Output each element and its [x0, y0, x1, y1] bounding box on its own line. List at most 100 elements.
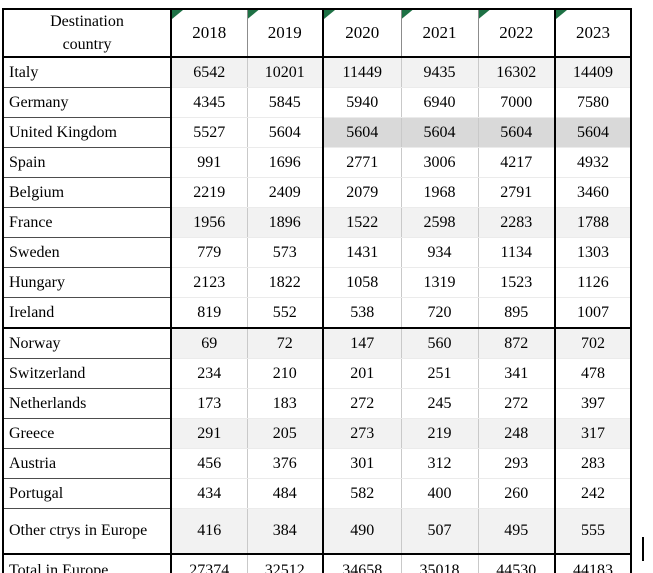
value-cell[interactable]: 484 — [247, 478, 324, 510]
value-cell[interactable]: 5940 — [323, 87, 402, 119]
value-cell[interactable]: 245 — [401, 388, 479, 420]
value-cell[interactable]: 273 — [323, 418, 402, 450]
value-cell[interactable]: 9435 — [401, 57, 479, 89]
value-cell[interactable]: 260 — [478, 478, 556, 510]
value-cell[interactable]: 5527 — [171, 117, 248, 149]
value-cell[interactable]: 201 — [323, 358, 402, 390]
year-header-cell-2022[interactable]: 2022 — [478, 9, 556, 59]
value-cell[interactable]: 720 — [401, 297, 479, 329]
value-cell[interactable]: 10201 — [247, 57, 324, 89]
value-cell[interactable]: 2283 — [478, 207, 556, 239]
value-cell[interactable]: 400 — [401, 478, 479, 510]
value-cell[interactable]: 248 — [478, 418, 556, 450]
value-cell[interactable]: 1126 — [555, 267, 632, 299]
value-cell[interactable]: 991 — [171, 147, 248, 179]
value-cell[interactable]: 317 — [555, 418, 632, 450]
value-cell[interactable]: 1696 — [247, 147, 324, 179]
value-cell[interactable]: 573 — [247, 237, 324, 269]
country-name-cell[interactable]: Sweden — [3, 237, 172, 269]
value-cell[interactable]: 1523 — [478, 267, 556, 299]
value-cell[interactable]: 434 — [171, 478, 248, 510]
value-cell[interactable]: 552 — [247, 297, 324, 329]
value-cell[interactable]: 2598 — [401, 207, 479, 239]
value-cell[interactable]: 2079 — [323, 177, 402, 209]
total-value-cell[interactable]: 27374 — [171, 553, 248, 573]
value-cell[interactable]: 1134 — [478, 237, 556, 269]
value-cell[interactable]: 2123 — [171, 267, 248, 299]
value-cell[interactable]: 7000 — [478, 87, 556, 119]
value-cell[interactable]: 376 — [247, 448, 324, 480]
country-name-cell[interactable]: France — [3, 207, 172, 239]
value-cell[interactable]: 3006 — [401, 147, 479, 179]
year-header-cell-2020[interactable]: 2020 — [323, 9, 402, 59]
value-cell[interactable]: 934 — [401, 237, 479, 269]
total-value-cell[interactable]: 34658 — [323, 553, 402, 573]
country-name-cell[interactable]: Hungary — [3, 267, 172, 299]
year-header-cell-2019[interactable]: 2019 — [247, 9, 324, 59]
value-cell[interactable]: 4932 — [555, 147, 632, 179]
value-cell[interactable]: 69 — [171, 327, 248, 360]
value-cell[interactable]: 242 — [555, 478, 632, 510]
value-cell[interactable]: 2771 — [323, 147, 402, 179]
year-header-cell-2023[interactable]: 2023 — [555, 9, 632, 59]
value-cell[interactable]: 312 — [401, 448, 479, 480]
value-cell[interactable]: 779 — [171, 237, 248, 269]
total-value-cell[interactable]: 44183 — [555, 553, 632, 573]
value-cell[interactable]: 272 — [478, 388, 556, 420]
country-name-cell[interactable]: United Kingdom — [3, 117, 172, 149]
country-name-cell[interactable]: Ireland — [3, 297, 172, 329]
value-cell[interactable]: 1319 — [401, 267, 479, 299]
country-name-cell[interactable]: Greece — [3, 418, 172, 450]
country-name-cell[interactable]: Other ctrys in Europe — [3, 508, 172, 555]
country-name-cell[interactable]: Switzerland — [3, 358, 172, 390]
value-cell[interactable]: 7580 — [555, 87, 632, 119]
value-cell[interactable]: 555 — [555, 508, 632, 555]
value-cell[interactable]: 582 — [323, 478, 402, 510]
value-cell[interactable]: 2791 — [478, 177, 556, 209]
value-cell[interactable]: 4345 — [171, 87, 248, 119]
value-cell[interactable]: 490 — [323, 508, 402, 555]
value-cell[interactable]: 173 — [171, 388, 248, 420]
country-name-cell[interactable]: Italy — [3, 57, 172, 89]
value-cell[interactable]: 291 — [171, 418, 248, 450]
value-cell[interactable]: 251 — [401, 358, 479, 390]
year-header-cell-2021[interactable]: 2021 — [401, 9, 479, 59]
value-cell[interactable]: 895 — [478, 297, 556, 329]
value-cell[interactable]: 4217 — [478, 147, 556, 179]
total-value-cell[interactable]: 44530 — [478, 553, 556, 573]
value-cell[interactable]: 341 — [478, 358, 556, 390]
value-cell[interactable]: 5604 — [478, 117, 556, 149]
value-cell[interactable]: 5604 — [555, 117, 632, 149]
value-cell[interactable]: 5845 — [247, 87, 324, 119]
value-cell[interactable]: 72 — [247, 327, 324, 360]
value-cell[interactable]: 507 — [401, 508, 479, 555]
destination-country-header-cell[interactable]: Destination country — [3, 9, 172, 59]
value-cell[interactable]: 1522 — [323, 207, 402, 239]
total-value-cell[interactable]: 35018 — [401, 553, 479, 573]
value-cell[interactable]: 3460 — [555, 177, 632, 209]
value-cell[interactable]: 1058 — [323, 267, 402, 299]
value-cell[interactable]: 5604 — [247, 117, 324, 149]
value-cell[interactable]: 819 — [171, 297, 248, 329]
value-cell[interactable]: 416 — [171, 508, 248, 555]
value-cell[interactable]: 293 — [478, 448, 556, 480]
value-cell[interactable]: 478 — [555, 358, 632, 390]
value-cell[interactable]: 234 — [171, 358, 248, 390]
value-cell[interactable]: 210 — [247, 358, 324, 390]
country-name-cell[interactable]: Norway — [3, 327, 172, 360]
total-label-cell[interactable]: Total in Europe — [3, 553, 172, 573]
value-cell[interactable]: 397 — [555, 388, 632, 420]
country-name-cell[interactable]: Spain — [3, 147, 172, 179]
country-name-cell[interactable]: Germany — [3, 87, 172, 119]
country-name-cell[interactable]: Netherlands — [3, 388, 172, 420]
value-cell[interactable]: 14409 — [555, 57, 632, 89]
value-cell[interactable]: 872 — [478, 327, 556, 360]
value-cell[interactable]: 11449 — [323, 57, 402, 89]
value-cell[interactable]: 384 — [247, 508, 324, 555]
country-name-cell[interactable]: Portugal — [3, 478, 172, 510]
value-cell[interactable]: 1303 — [555, 237, 632, 269]
value-cell[interactable]: 6542 — [171, 57, 248, 89]
value-cell[interactable]: 702 — [555, 327, 632, 360]
country-name-cell[interactable]: Belgium — [3, 177, 172, 209]
value-cell[interactable]: 1896 — [247, 207, 324, 239]
